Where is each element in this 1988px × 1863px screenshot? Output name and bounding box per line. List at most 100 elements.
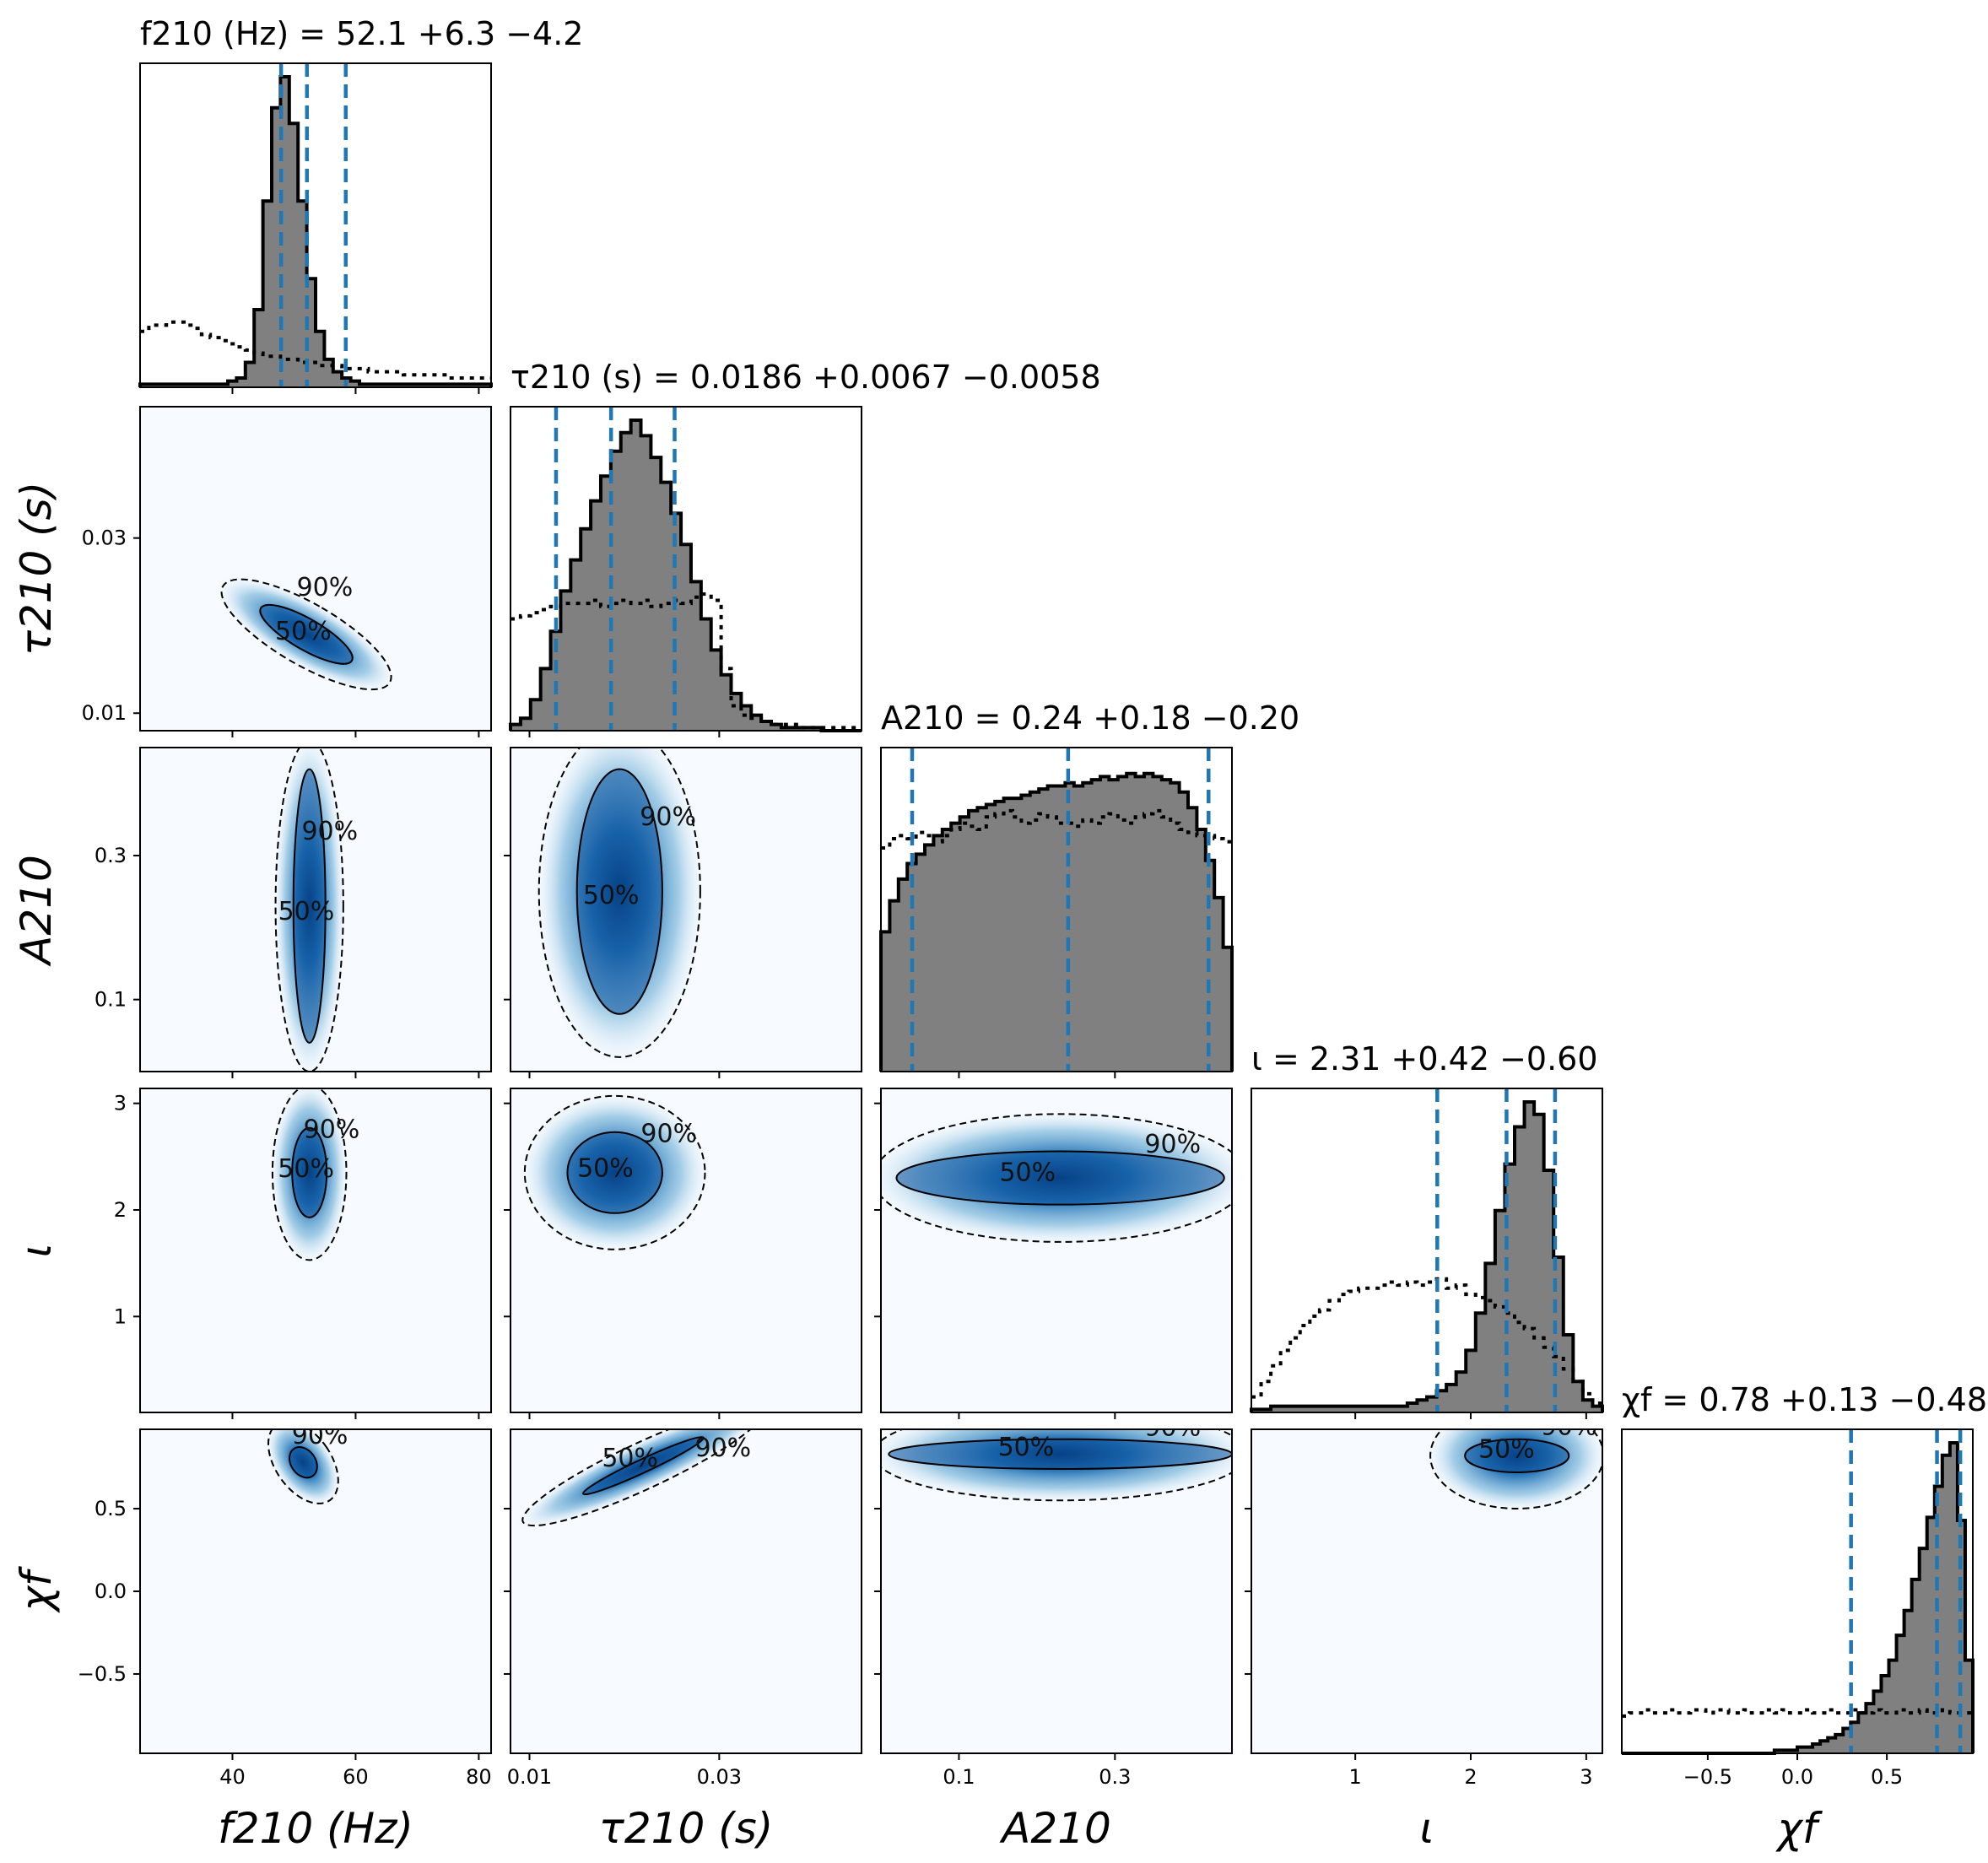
contour-90 (267, 1429, 339, 1504)
panel-title-chi: χf = 0.78 +0.13 −0.48 (1622, 1381, 1987, 1418)
contour-label-90%: 90% (640, 1119, 697, 1148)
panel-title-A: A210 = 0.24 +0.18 −0.20 (881, 699, 1299, 737)
diag-frame-A (880, 747, 1233, 1072)
density-f-A: 50% 90% (273, 748, 358, 1072)
density-tau-A: 50% 90% (534, 748, 705, 1066)
contour-90 (538, 748, 701, 1058)
contour-label-50%: 50% (602, 1444, 658, 1473)
contour-50 (581, 1436, 705, 1496)
contour-90 (1429, 1429, 1602, 1510)
contour-50 (575, 768, 663, 1015)
ytick-label-iota: 3 (114, 1092, 127, 1115)
contour-50 (259, 603, 354, 665)
xtick-label-A: 0.3 (1099, 1765, 1131, 1789)
xlabel-tau: τ210 (s) (599, 1804, 774, 1853)
density-f-tau: 50% 90% (217, 573, 396, 693)
contour-50 (288, 1446, 318, 1479)
density-core (1465, 1439, 1569, 1472)
contour-90 (271, 1088, 348, 1261)
hist-fill-tau (511, 420, 862, 731)
prior-chi (1622, 1708, 1973, 1718)
density-core (889, 1439, 1232, 1470)
contour-label-50%: 50% (275, 617, 332, 646)
contour-label-50%: 50% (577, 1154, 634, 1184)
contour-90 (881, 1113, 1232, 1243)
panel-frame-3-0 (139, 1088, 492, 1413)
panel-bg-4-1 (511, 1429, 862, 1753)
ytick-label-A: 0.3 (95, 844, 127, 867)
ytick-label-iota: 1 (114, 1304, 127, 1328)
xtick-label-tau: 0.03 (697, 1765, 742, 1789)
contour-label-90%: 90% (301, 817, 358, 846)
contour-50 (1464, 1438, 1570, 1473)
ytick-label-tau: 0.03 (82, 526, 127, 550)
density-core (582, 1437, 704, 1495)
contour-label-50%: 50% (998, 1433, 1055, 1462)
hist-fill-iota (1251, 1102, 1602, 1412)
xtick-label-f: 40 (219, 1765, 246, 1789)
diag-frame-f (139, 62, 492, 388)
xtick-label-f: 80 (466, 1765, 492, 1789)
contour-50 (895, 1150, 1225, 1206)
xlabel-chi: χf (1775, 1804, 1823, 1853)
contour-90 (523, 1094, 706, 1250)
xtick-label-iota: 3 (1580, 1765, 1592, 1789)
xtick-label-f: 60 (343, 1765, 369, 1789)
panel-title-tau: τ210 (s) = 0.0186 +0.0067 −0.0058 (511, 359, 1101, 396)
hist-fill-f (140, 77, 491, 387)
contour-50 (291, 1126, 328, 1218)
contour-90 (881, 1429, 1232, 1502)
density-core (260, 604, 353, 664)
panel-frame-2-0 (139, 747, 492, 1072)
density-A-chi: 50% 90% (881, 1412, 1232, 1503)
ylabel-chi: χf (12, 1566, 61, 1614)
hist-fill-A (881, 773, 1232, 1072)
xlabel-f: f210 (Hz) (218, 1804, 413, 1853)
ytick-label-chi: −0.5 (78, 1662, 127, 1686)
contour-label-50%: 50% (1478, 1434, 1535, 1464)
contour-label-50%: 50% (278, 1154, 334, 1184)
density-f-chi: 90% (266, 1421, 348, 1506)
contour-90 (220, 578, 392, 691)
density-core (289, 1447, 317, 1478)
contour-label-90%: 90% (1541, 1412, 1597, 1441)
xtick-label-iota: 1 (1349, 1765, 1362, 1789)
contour-label-90%: 90% (695, 1434, 752, 1463)
xtick-label-tau: 0.01 (507, 1765, 552, 1789)
xtick-label-chi: −0.5 (1683, 1765, 1732, 1789)
density-core (896, 1151, 1224, 1205)
density-core (292, 1127, 327, 1218)
contour-label-90%: 90% (292, 1421, 348, 1450)
xtick-label-A: 0.1 (943, 1765, 975, 1789)
xtick-label-chi: 0.0 (1781, 1765, 1813, 1789)
contour-label-50%: 50% (583, 881, 640, 910)
density-core (567, 1131, 662, 1213)
panel-frame-2-1 (510, 747, 862, 1072)
panel-title-f: f210 (Hz) = 52.1 +6.3 −4.2 (140, 15, 583, 52)
contour-50 (566, 1131, 663, 1214)
density-f-iota: 50%90% (270, 1088, 360, 1265)
density-iota-chi: 50%90% (1426, 1412, 1602, 1512)
ylabel-iota: ι (12, 1244, 61, 1258)
density-core (576, 769, 662, 1014)
ytick-label-tau: 0.01 (82, 701, 127, 725)
diag-frame-tau (510, 406, 862, 732)
contour-90 (521, 1429, 765, 1527)
panel-frame-3-1 (510, 1088, 862, 1413)
density-tau-iota: 50%90% (520, 1092, 710, 1254)
diag-frame-iota (1251, 1088, 1603, 1413)
ytick-label-A: 0.1 (95, 988, 127, 1012)
xlabel-A: A210 (999, 1804, 1111, 1853)
contour-label-50%: 50% (999, 1158, 1056, 1187)
contour-label-90%: 90% (1144, 1412, 1201, 1442)
panel-frame-1-0 (139, 406, 492, 732)
contour-50 (292, 768, 327, 1044)
xlabel-iota: ι (1420, 1804, 1434, 1853)
contour-label-90%: 90% (304, 1115, 360, 1144)
panel-bg-1-0 (140, 407, 491, 731)
ytick-label-chi: 0.5 (95, 1497, 127, 1520)
panel-frame-3-2 (880, 1088, 1233, 1413)
contour-label-90%: 90% (1144, 1130, 1201, 1159)
panel-title-iota: ι = 2.31 +0.42 −0.60 (1251, 1040, 1598, 1077)
